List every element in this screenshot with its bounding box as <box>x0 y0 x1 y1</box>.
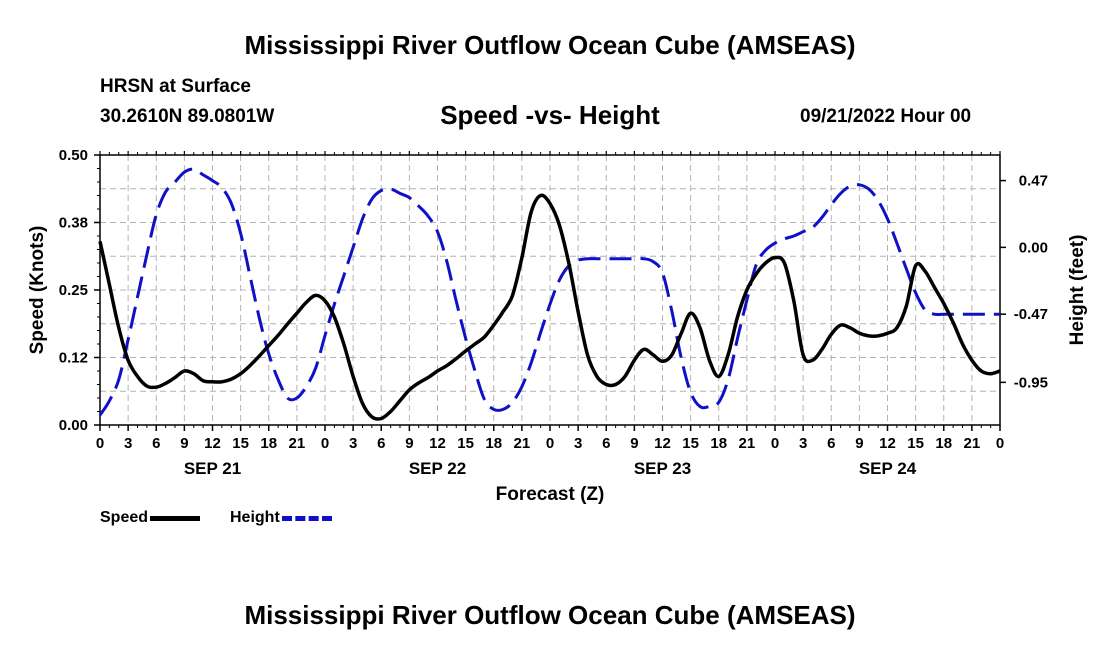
x-tick-label: 12 <box>429 435 446 452</box>
x-tick-label: 15 <box>457 435 474 452</box>
x-tick-label: 18 <box>485 435 502 452</box>
x-tick-label: 18 <box>935 435 952 452</box>
y-tick-label: 0.12 <box>59 350 88 367</box>
y-axis-label: Speed (Knots) <box>27 226 48 355</box>
y2-axis-label: Height (feet) <box>1067 235 1088 346</box>
legend-label-height: Height <box>230 509 280 526</box>
y2-tick-label: 0.47 <box>1019 173 1048 190</box>
legend-label-speed: Speed <box>100 509 149 526</box>
day-label: SEP 24 <box>859 459 917 478</box>
x-tick-label: 3 <box>124 435 132 452</box>
series-line-speed <box>98 193 1001 421</box>
x-tick-label: 6 <box>602 435 610 452</box>
y-tick-label: 0.38 <box>59 215 88 232</box>
grid <box>99 155 1001 425</box>
y2-tick-label: -0.47 <box>1014 306 1048 323</box>
x-tick-label: 9 <box>630 435 638 452</box>
forecast-datetime: 09/21/2022 Hour 00 <box>800 106 972 127</box>
day-label: SEP 22 <box>409 459 466 478</box>
x-tick-label: 18 <box>260 435 277 452</box>
x-tick-label: 3 <box>574 435 582 452</box>
x-tick-label: 9 <box>855 435 863 452</box>
chart-title: Speed -vs- Height <box>440 100 660 130</box>
x-tick-label: 3 <box>799 435 807 452</box>
x-tick-label: 0 <box>771 435 779 452</box>
x-tick-label: 21 <box>739 435 756 452</box>
x-tick-label: 12 <box>204 435 221 452</box>
y-tick-label: 0.50 <box>59 147 88 164</box>
x-tick-label: 6 <box>377 435 385 452</box>
x-tick-label: 9 <box>180 435 188 452</box>
legend-swatch-height <box>281 515 332 521</box>
x-tick-label: 3 <box>349 435 357 452</box>
x-tick-label: 21 <box>289 435 306 452</box>
main-title: Mississippi River Outflow Ocean Cube (AM… <box>244 30 856 60</box>
x-tick-label: 6 <box>152 435 160 452</box>
x-tick-label: 6 <box>827 435 835 452</box>
x-tick-label: 0 <box>546 435 554 452</box>
x-tick-label: 21 <box>964 435 981 452</box>
day-label: SEP 23 <box>634 459 691 478</box>
x-tick-label: 15 <box>232 435 249 452</box>
x-tick-label: 0 <box>321 435 329 452</box>
y2-tick-label: -0.95 <box>1014 374 1048 391</box>
footer-title: Mississippi River Outflow Ocean Cube (AM… <box>244 600 856 630</box>
location-label: HRSN at Surface <box>100 76 251 97</box>
x-tick-label: 15 <box>682 435 699 452</box>
x-tick-label: 18 <box>710 435 727 452</box>
legend-swatch-speed <box>150 515 201 521</box>
y2-tick-label: 0.00 <box>1019 239 1048 256</box>
x-tick-label: 15 <box>907 435 924 452</box>
x-tick-label: 0 <box>96 435 104 452</box>
x-tick-label: 21 <box>514 435 531 452</box>
legend-item-speed: Speed <box>100 509 201 527</box>
y-tick-label: 0.00 <box>59 417 88 434</box>
x-tick-label: 12 <box>654 435 671 452</box>
x-tick-label: 0 <box>996 435 1004 452</box>
y-tick-label: 0.25 <box>59 282 88 299</box>
x-tick-label: 9 <box>405 435 413 452</box>
coordinates: 30.2610N 89.0801W <box>100 106 275 127</box>
legend-item-height: Height <box>230 509 332 527</box>
x-tick-label: 12 <box>879 435 896 452</box>
day-label: SEP 21 <box>184 459 241 478</box>
series-line-height <box>98 167 1000 416</box>
x-axis-label: Forecast (Z) <box>496 484 605 505</box>
